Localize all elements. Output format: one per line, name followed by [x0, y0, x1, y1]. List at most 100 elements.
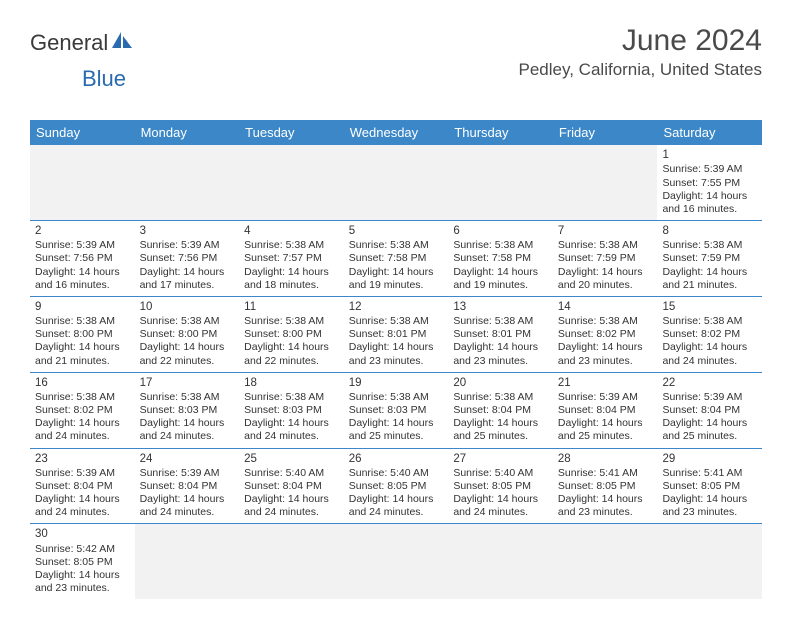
sunset-line: Sunset: 8:05 PM [35, 556, 130, 569]
sunrise-line: Sunrise: 5:39 AM [35, 239, 130, 252]
sail-icon [110, 30, 134, 56]
sunrise-line: Sunrise: 5:38 AM [453, 391, 548, 404]
daylight-line: Daylight: 14 hours and 25 minutes. [453, 417, 548, 443]
daylight-line: Daylight: 14 hours and 21 minutes. [662, 266, 757, 292]
day-cell: 30 Sunrise: 5:42 AMSunset: 8:05 PMDayligh… [30, 524, 135, 599]
sunset-line: Sunset: 8:05 PM [662, 480, 757, 493]
daylight-line: Daylight: 14 hours and 23 minutes. [558, 493, 653, 519]
dayhead: Wednesday [344, 120, 449, 145]
sunset-line: Sunset: 8:00 PM [244, 328, 339, 341]
sunrise-line: Sunrise: 5:38 AM [244, 315, 339, 328]
day-number: 14 [558, 300, 653, 314]
daylight-line: Daylight: 14 hours and 19 minutes. [453, 266, 548, 292]
day-number: 22 [662, 376, 757, 390]
sunset-line: Sunset: 7:58 PM [453, 252, 548, 265]
daylight-line: Daylight: 14 hours and 16 minutes. [662, 190, 757, 216]
day-number: 5 [349, 224, 444, 238]
sunset-line: Sunset: 8:02 PM [662, 328, 757, 341]
sunrise-line: Sunrise: 5:38 AM [558, 315, 653, 328]
day-number: 8 [662, 224, 757, 238]
day-cell: 28Sunrise: 5:41 AMSunset: 8:05 PMDayligh… [553, 449, 658, 524]
sunset-line: Sunset: 8:00 PM [140, 328, 235, 341]
blank-cell [553, 524, 658, 599]
day-cell: 20Sunrise: 5:38 AMSunset: 8:04 PMDayligh… [448, 373, 553, 448]
day-number: 19 [349, 376, 444, 390]
day-number: 12 [349, 300, 444, 314]
day-cell: 22Sunrise: 5:39 AMSunset: 8:04 PMDayligh… [657, 373, 762, 448]
day-number: 27 [453, 452, 548, 466]
day-cell: 2Sunrise: 5:39 AMSunset: 7:56 PMDaylight… [30, 221, 135, 296]
sunset-line: Sunset: 8:03 PM [349, 404, 444, 417]
sunrise-line: Sunrise: 5:38 AM [244, 239, 339, 252]
dayhead: Thursday [448, 120, 553, 145]
day-cell: 8Sunrise: 5:38 AMSunset: 7:59 PMDaylight… [657, 221, 762, 296]
day-cell: 18Sunrise: 5:38 AMSunset: 8:03 PMDayligh… [239, 373, 344, 448]
daylight-line: Daylight: 14 hours and 23 minutes. [35, 569, 130, 595]
daylight-line: Daylight: 14 hours and 25 minutes. [349, 417, 444, 443]
day-cell: 21Sunrise: 5:39 AMSunset: 8:04 PMDayligh… [553, 373, 658, 448]
daylight-line: Daylight: 14 hours and 24 minutes. [35, 417, 130, 443]
sunset-line: Sunset: 7:55 PM [662, 177, 757, 190]
day-number: 15 [662, 300, 757, 314]
sunset-line: Sunset: 8:01 PM [453, 328, 548, 341]
daylight-line: Daylight: 14 hours and 23 minutes. [349, 341, 444, 367]
sunset-line: Sunset: 8:05 PM [558, 480, 653, 493]
daylight-line: Daylight: 14 hours and 23 minutes. [558, 341, 653, 367]
sunrise-line: Sunrise: 5:39 AM [140, 467, 235, 480]
sunrise-line: Sunrise: 5:39 AM [140, 239, 235, 252]
sunset-line: Sunset: 7:59 PM [662, 252, 757, 265]
day-number: 11 [244, 300, 339, 314]
daylight-line: Daylight: 14 hours and 24 minutes. [244, 493, 339, 519]
day-cell: 10Sunrise: 5:38 AMSunset: 8:00 PMDayligh… [135, 297, 240, 372]
day-number: 30 [35, 527, 130, 541]
daylight-line: Daylight: 14 hours and 19 minutes. [349, 266, 444, 292]
day-cell: 14Sunrise: 5:38 AMSunset: 8:02 PMDayligh… [553, 297, 658, 372]
sunrise-line: Sunrise: 5:41 AM [662, 467, 757, 480]
sunrise-line: Sunrise: 5:42 AM [35, 543, 130, 556]
day-number: 1 [662, 148, 757, 162]
sunrise-line: Sunrise: 5:38 AM [453, 315, 548, 328]
month-title: June 2024 [519, 24, 762, 58]
daylight-line: Daylight: 14 hours and 23 minutes. [453, 341, 548, 367]
sunset-line: Sunset: 8:02 PM [558, 328, 653, 341]
sunrise-line: Sunrise: 5:40 AM [244, 467, 339, 480]
day-cell: 1Sunrise: 5:39 AMSunset: 7:55 PMDaylight… [657, 145, 762, 220]
daylight-line: Daylight: 14 hours and 16 minutes. [35, 266, 130, 292]
day-cell: 13Sunrise: 5:38 AMSunset: 8:01 PMDayligh… [448, 297, 553, 372]
daylight-line: Daylight: 14 hours and 25 minutes. [558, 417, 653, 443]
sunset-line: Sunset: 8:04 PM [453, 404, 548, 417]
sunset-line: Sunset: 7:57 PM [244, 252, 339, 265]
day-cell: 19Sunrise: 5:38 AMSunset: 8:03 PMDayligh… [344, 373, 449, 448]
sunrise-line: Sunrise: 5:38 AM [662, 315, 757, 328]
day-number: 6 [453, 224, 548, 238]
dayhead: Saturday [657, 120, 762, 145]
day-cell: 15Sunrise: 5:38 AMSunset: 8:02 PMDayligh… [657, 297, 762, 372]
day-number: 17 [140, 376, 235, 390]
daylight-line: Daylight: 14 hours and 24 minutes. [244, 417, 339, 443]
day-cell: 11Sunrise: 5:38 AMSunset: 8:00 PMDayligh… [239, 297, 344, 372]
sunrise-line: Sunrise: 5:38 AM [349, 315, 444, 328]
day-number: 13 [453, 300, 548, 314]
sunset-line: Sunset: 7:59 PM [558, 252, 653, 265]
sunset-line: Sunset: 7:58 PM [349, 252, 444, 265]
daylight-line: Daylight: 14 hours and 18 minutes. [244, 266, 339, 292]
sunset-line: Sunset: 7:56 PM [140, 252, 235, 265]
blank-cell [135, 524, 240, 599]
sunrise-line: Sunrise: 5:38 AM [558, 239, 653, 252]
sunset-line: Sunset: 8:03 PM [140, 404, 235, 417]
blank-cell [344, 145, 449, 220]
blank-cell [657, 524, 762, 599]
sunset-line: Sunset: 8:05 PM [349, 480, 444, 493]
sunrise-line: Sunrise: 5:38 AM [35, 391, 130, 404]
sunset-line: Sunset: 8:04 PM [140, 480, 235, 493]
day-number: 26 [349, 452, 444, 466]
day-cell: 23Sunrise: 5:39 AMSunset: 8:04 PMDayligh… [30, 449, 135, 524]
day-number: 2 [35, 224, 130, 238]
sunrise-line: Sunrise: 5:38 AM [349, 391, 444, 404]
day-cell: 9Sunrise: 5:38 AMSunset: 8:00 PMDaylight… [30, 297, 135, 372]
daylight-line: Daylight: 14 hours and 17 minutes. [140, 266, 235, 292]
day-cell: 4Sunrise: 5:38 AMSunset: 7:57 PMDaylight… [239, 221, 344, 296]
sunset-line: Sunset: 7:56 PM [35, 252, 130, 265]
day-number: 20 [453, 376, 548, 390]
blank-cell [448, 524, 553, 599]
